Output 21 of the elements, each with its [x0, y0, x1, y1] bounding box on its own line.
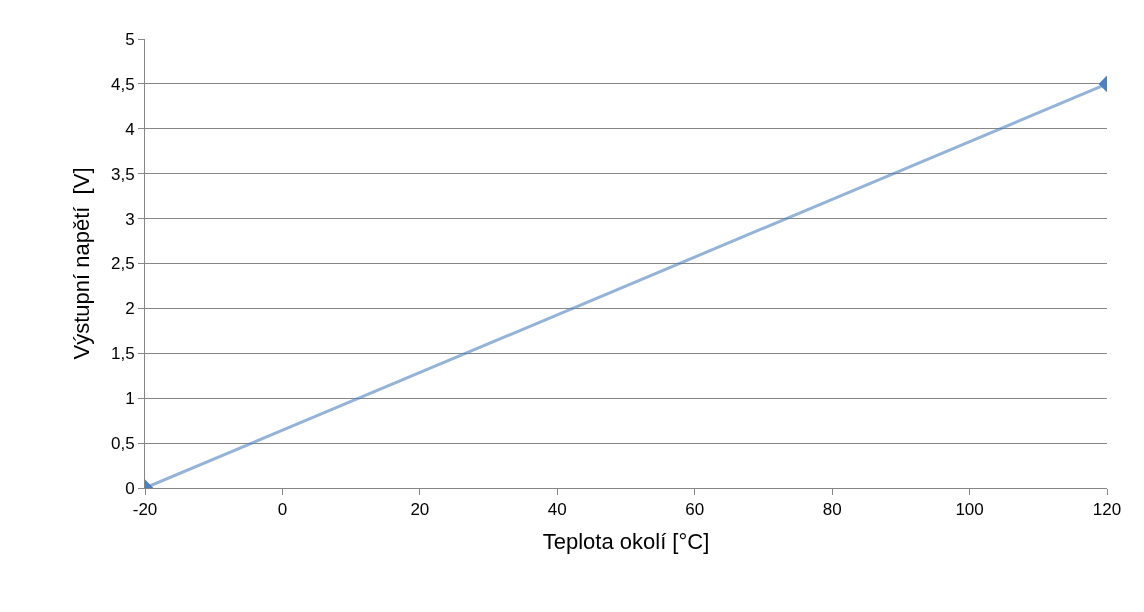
x-tick-label: 120 — [1092, 500, 1122, 520]
y-tick-label: 1,5 — [110, 344, 135, 364]
x-tick-label: 20 — [410, 500, 430, 520]
x-axis-title: Teplota okolí [°C] — [542, 529, 710, 555]
y-tick-label: 4,5 — [110, 74, 135, 94]
y-tick-label: 3,5 — [110, 164, 135, 184]
y-tick-label: 2 — [125, 299, 135, 319]
x-tick-label: 60 — [685, 500, 705, 520]
y-axis-title: Výstupní napětí [V] — [68, 167, 94, 360]
x-tick-label: 80 — [822, 500, 842, 520]
x-tick-label: -20 — [132, 500, 158, 520]
y-tick-label: 1 — [125, 389, 135, 409]
y-tick-label: 5 — [125, 29, 135, 49]
x-tick-label: 100 — [955, 500, 984, 520]
y-tick-label: 3 — [125, 209, 135, 229]
x-tick-label: 40 — [547, 500, 567, 520]
x-tick-label: 0 — [277, 500, 288, 520]
y-tick-label: 0 — [125, 478, 135, 498]
y-tick-label: 4 — [125, 119, 135, 139]
y-tick-label: 2,5 — [110, 254, 135, 274]
y-tick-label: 0,5 — [110, 434, 135, 454]
